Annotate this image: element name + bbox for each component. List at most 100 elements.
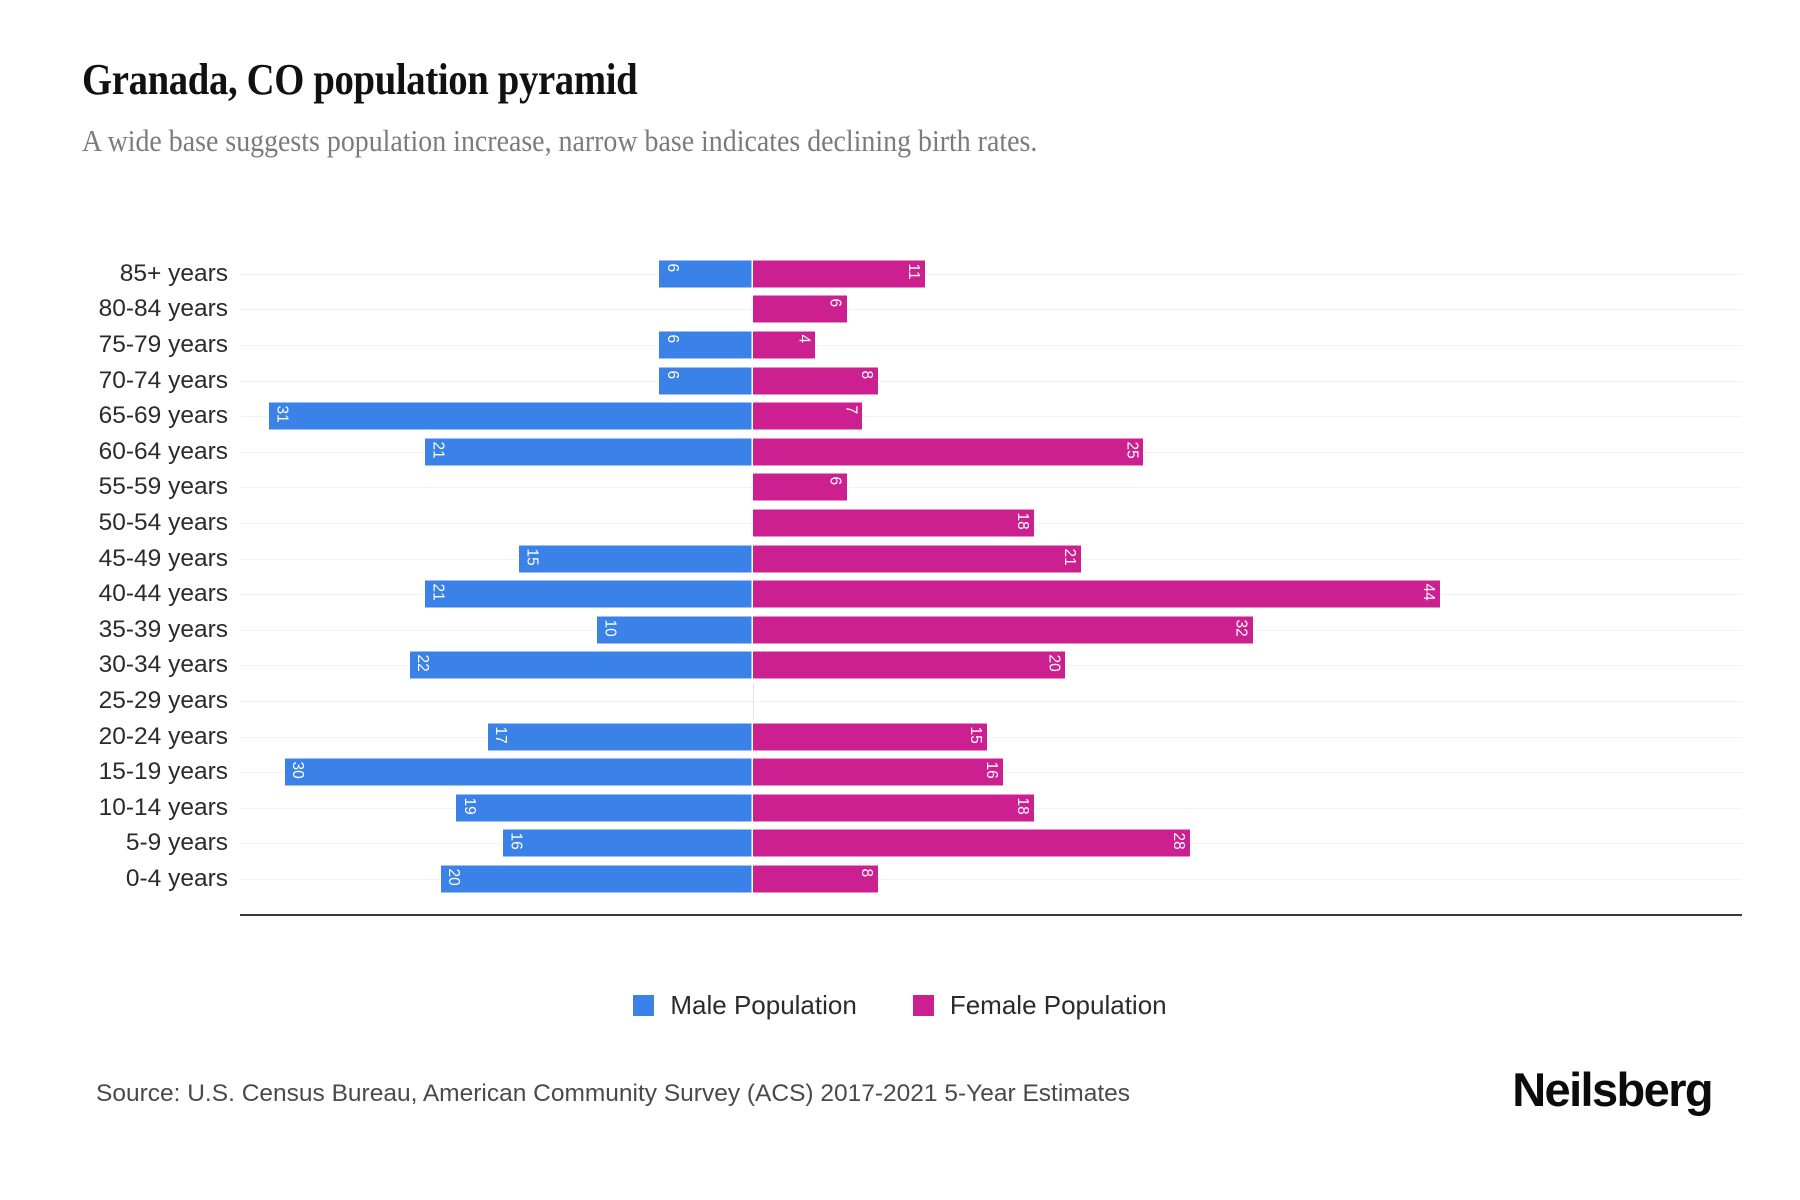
age-group-label: 85+ years bbox=[119, 259, 228, 287]
pyramid-row: 45-49 years 15 21 bbox=[0, 541, 1800, 577]
page-title: Granada, CO population pyramid bbox=[82, 55, 638, 104]
female-bar-value: 25 bbox=[1123, 441, 1141, 459]
pyramid-row: 55-59 years 6 bbox=[0, 470, 1800, 506]
row-bars: 19 18 bbox=[240, 790, 1742, 826]
pyramid-row: 50-54 years 18 bbox=[0, 505, 1800, 541]
age-group-label: 35-39 years bbox=[98, 615, 228, 643]
chart-header: Granada, CO population pyramid A wide ba… bbox=[82, 54, 1722, 159]
male-bar[interactable]: 19 bbox=[456, 794, 753, 822]
row-gridline bbox=[240, 416, 1742, 418]
pyramid-row: 0-4 years 20 8 bbox=[0, 861, 1800, 897]
age-group-label: 15-19 years bbox=[98, 758, 228, 786]
female-bar-value: 20 bbox=[1045, 654, 1063, 673]
male-bar[interactable]: 6 bbox=[659, 367, 753, 395]
row-bars: 21 25 bbox=[240, 434, 1742, 470]
square-swatch-icon bbox=[633, 995, 655, 1016]
male-bar[interactable]: 15 bbox=[518, 545, 753, 573]
female-bar[interactable]: 8 bbox=[753, 367, 878, 395]
square-swatch-icon bbox=[912, 995, 934, 1016]
male-bar[interactable]: 20 bbox=[440, 865, 753, 893]
female-bar[interactable]: 32 bbox=[753, 616, 1253, 644]
pyramid-row: 70-74 years 6 8 bbox=[0, 363, 1800, 399]
male-bar[interactable]: 16 bbox=[503, 829, 753, 857]
pyramid-row: 25-29 years bbox=[0, 683, 1800, 719]
male-bar-value: 10 bbox=[601, 619, 619, 637]
female-bar[interactable]: 25 bbox=[753, 438, 1144, 466]
age-group-label: 10-14 years bbox=[98, 793, 228, 821]
pyramid-row: 75-79 years 6 4 bbox=[0, 327, 1800, 363]
age-group-label: 30-34 years bbox=[98, 651, 228, 679]
age-group-label: 75-79 years bbox=[98, 330, 228, 358]
female-bar-value: 11 bbox=[904, 263, 922, 280]
row-gridline bbox=[240, 344, 1742, 346]
row-bars: 31 7 bbox=[240, 398, 1742, 434]
male-bar[interactable]: 21 bbox=[425, 438, 753, 466]
pyramid-row: 65-69 years 31 7 bbox=[0, 398, 1800, 434]
age-group-label: 80-84 years bbox=[98, 295, 228, 323]
female-bar-value: 28 bbox=[1170, 832, 1188, 851]
female-bar[interactable]: 6 bbox=[753, 295, 847, 323]
pyramid-row: 20-24 years 17 15 bbox=[0, 719, 1800, 755]
row-gridline bbox=[240, 380, 1742, 382]
male-bar-value: 17 bbox=[492, 726, 510, 744]
row-gridline bbox=[240, 309, 1742, 311]
male-bar-value: 19 bbox=[460, 797, 478, 815]
legend-label: Male Population bbox=[670, 990, 857, 1020]
pyramid-row: 40-44 years 21 44 bbox=[0, 576, 1800, 612]
female-bar[interactable]: 20 bbox=[753, 651, 1066, 679]
legend-item[interactable]: Female Population bbox=[912, 990, 1167, 1021]
male-bar[interactable]: 6 bbox=[659, 331, 753, 359]
male-bar[interactable]: 21 bbox=[425, 580, 753, 608]
female-bar[interactable]: 6 bbox=[753, 473, 847, 501]
row-bars: 15 21 bbox=[240, 541, 1742, 577]
male-bar[interactable]: 31 bbox=[268, 402, 753, 430]
row-gridline bbox=[240, 700, 1742, 702]
female-bar[interactable]: 44 bbox=[753, 580, 1440, 608]
male-bar-value: 6 bbox=[663, 263, 681, 272]
female-bar[interactable]: 16 bbox=[753, 758, 1003, 786]
pyramid-row: 35-39 years 10 32 bbox=[0, 612, 1800, 648]
age-group-label: 40-44 years bbox=[98, 580, 228, 608]
pyramid-row: 80-84 years 6 bbox=[0, 292, 1800, 328]
age-group-label: 5-9 years bbox=[125, 829, 228, 857]
female-bar[interactable]: 4 bbox=[753, 331, 816, 359]
row-bars bbox=[240, 683, 1742, 719]
age-group-label: 0-4 years bbox=[125, 864, 228, 892]
female-bar-value: 7 bbox=[842, 405, 860, 415]
male-bar-value: 15 bbox=[523, 548, 541, 566]
female-bar[interactable]: 7 bbox=[753, 402, 863, 430]
male-bar[interactable]: 30 bbox=[284, 758, 753, 786]
female-bar[interactable]: 28 bbox=[753, 829, 1191, 857]
source-note: Source: U.S. Census Bureau, American Com… bbox=[96, 1080, 1131, 1107]
male-bar[interactable]: 17 bbox=[487, 723, 753, 751]
row-bars: 10 32 bbox=[240, 612, 1742, 648]
female-bar[interactable]: 21 bbox=[753, 545, 1081, 573]
male-bar-value: 20 bbox=[445, 868, 463, 886]
pyramid-row: 30-34 years 22 20 bbox=[0, 648, 1800, 684]
age-group-label: 25-29 years bbox=[98, 686, 228, 714]
female-bar-value: 44 bbox=[1420, 583, 1437, 601]
male-bar[interactable]: 22 bbox=[409, 651, 753, 679]
female-bar-value: 21 bbox=[1060, 548, 1078, 566]
male-bar[interactable]: 10 bbox=[596, 616, 753, 644]
row-bars: 20 8 bbox=[240, 861, 1742, 897]
female-bar-value: 4 bbox=[795, 334, 813, 344]
female-bar[interactable]: 11 bbox=[753, 260, 925, 288]
male-bar-value: 16 bbox=[507, 832, 525, 851]
row-gridline bbox=[240, 736, 1742, 738]
chart-subtitle: A wide base suggests population increase… bbox=[82, 123, 1038, 158]
female-bar[interactable]: 18 bbox=[753, 509, 1035, 537]
legend-item[interactable]: Male Population bbox=[633, 990, 857, 1021]
pyramid-row: 60-64 years 21 25 bbox=[0, 434, 1800, 470]
pyramid-row: 10-14 years 19 18 bbox=[0, 790, 1800, 826]
female-bar-value: 18 bbox=[1014, 797, 1032, 815]
pyramid-rows: 85+ years 6 11 80-84 years 6 75-79 years 6 4 70-… bbox=[0, 256, 1800, 916]
male-bar[interactable]: 6 bbox=[659, 260, 753, 288]
row-bars: 6 bbox=[240, 470, 1742, 506]
female-bar[interactable]: 15 bbox=[753, 723, 988, 751]
age-group-label: 20-24 years bbox=[98, 722, 228, 750]
female-bar[interactable]: 8 bbox=[753, 865, 878, 893]
female-bar[interactable]: 18 bbox=[753, 794, 1035, 822]
